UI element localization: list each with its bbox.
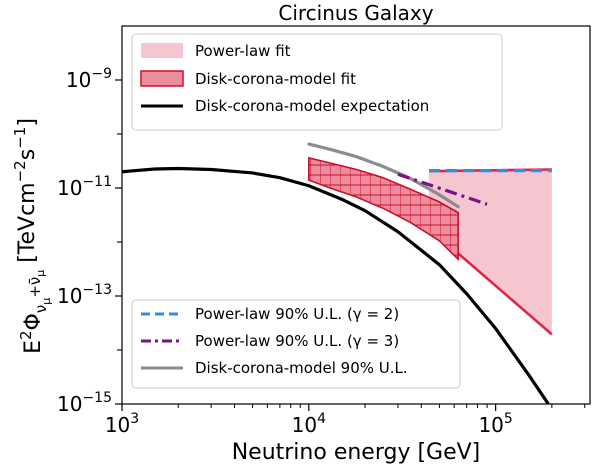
- powerlaw-fit-band: [429, 169, 552, 335]
- y-tick-label: 10−11: [57, 174, 112, 200]
- legend-top-box: [131, 33, 503, 131]
- legend-label-diskcorona-fit: Disk-corona-model fit: [195, 70, 356, 88]
- legend-bottom: Power-law 90% U.L. (γ = 2) Power-law 90%…: [131, 299, 461, 389]
- x-axis-label: Neutrino energy [GeV]: [232, 440, 481, 465]
- legend-label-expectation: Disk-corona-model expectation: [195, 97, 429, 115]
- plot-frame: [121, 25, 591, 405]
- legend-label-ul-diskcorona: Disk-corona-model 90% U.L.: [195, 359, 408, 377]
- diskcorona-ul-line: [307, 142, 460, 209]
- x-tick-label: 105: [478, 411, 512, 437]
- plot-area: [122, 142, 553, 404]
- x-tick-label: 103: [105, 411, 139, 437]
- legend-swatch-powerlaw-fit: [141, 43, 183, 58]
- y-tick-label: 10−15: [57, 390, 112, 416]
- legend-swatch-diskcorona-fit: [140, 70, 184, 87]
- y-tick-label: 10−9: [66, 66, 112, 92]
- legend-label-ul-gamma2: Power-law 90% U.L. (γ = 2): [195, 305, 399, 323]
- legend-top: Power-law fit Disk-corona-model fit Disk…: [131, 33, 503, 131]
- expectation-line: [122, 166, 551, 404]
- chart-title: Circinus Galaxy: [278, 1, 433, 25]
- legend-bottom-box: [131, 299, 461, 389]
- diskcorona-fit-hatch: [308, 156, 459, 262]
- powerlaw-ul-gamma3-line: [397, 172, 488, 206]
- legend-label-powerlaw-fit: Power-law fit: [195, 42, 291, 60]
- y-tick-label: 10−13: [57, 282, 112, 308]
- legend-label-ul-gamma3: Power-law 90% U.L. (γ = 3): [195, 332, 399, 350]
- y-axis-label: E2Φνμ+ν̄μ [TeVcm−2s−1]: [11, 118, 53, 354]
- x-tick-label: 104: [292, 411, 326, 437]
